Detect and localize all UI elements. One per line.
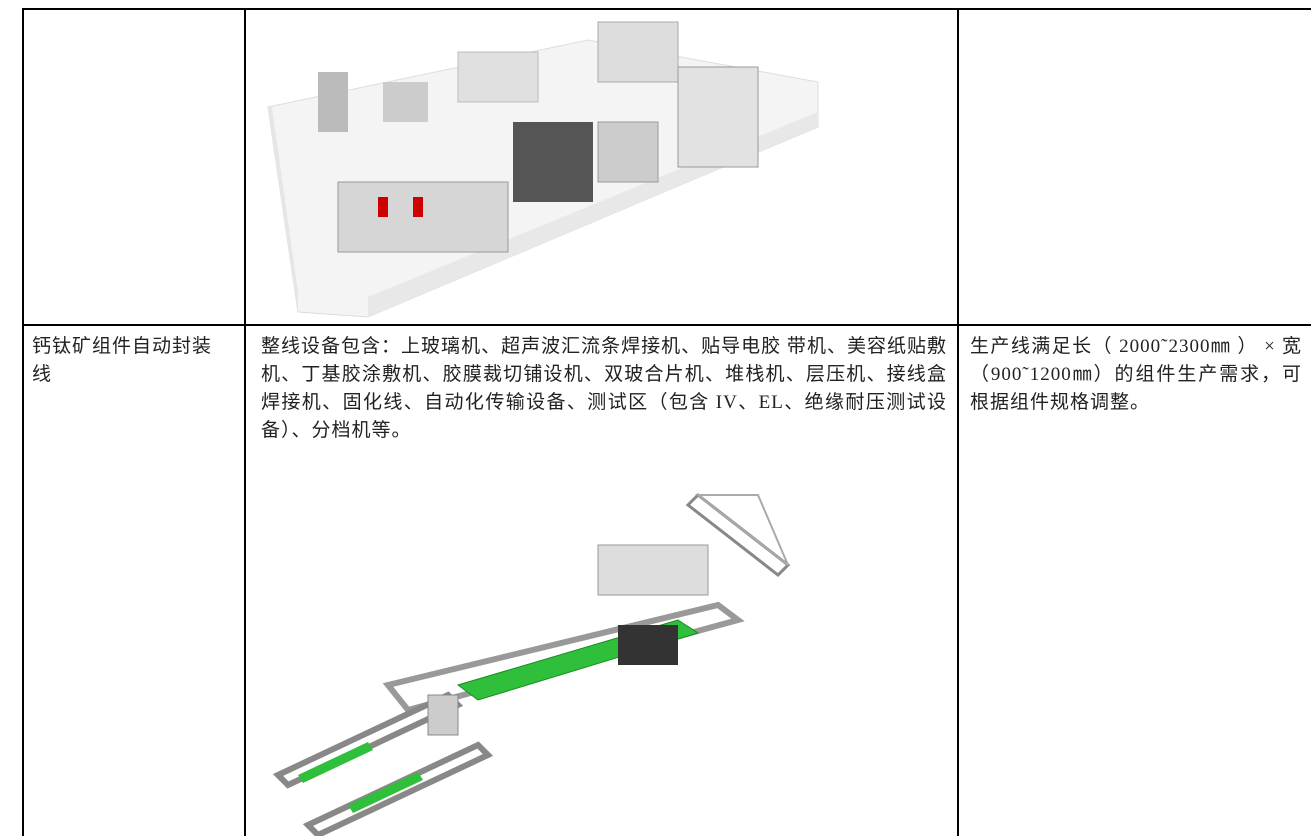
border [22,8,1311,10]
border [957,8,959,836]
border [244,8,246,836]
row-specification: 生产线满足长（ 2000˜2300㎜ ） × 宽（900˜1200㎜）的组件生产… [970,336,1302,413]
line-image [272,493,791,836]
row-description: 整线设备包含：上玻璃机、超声波汇流条焊接机、贴导电胶 带机、美容纸贴敷机、丁基胶… [261,336,947,441]
border [22,8,24,836]
row-name: 钙钛矿组件自动封装线 [32,336,213,385]
border [22,324,1311,326]
workshop-image [267,21,819,318]
